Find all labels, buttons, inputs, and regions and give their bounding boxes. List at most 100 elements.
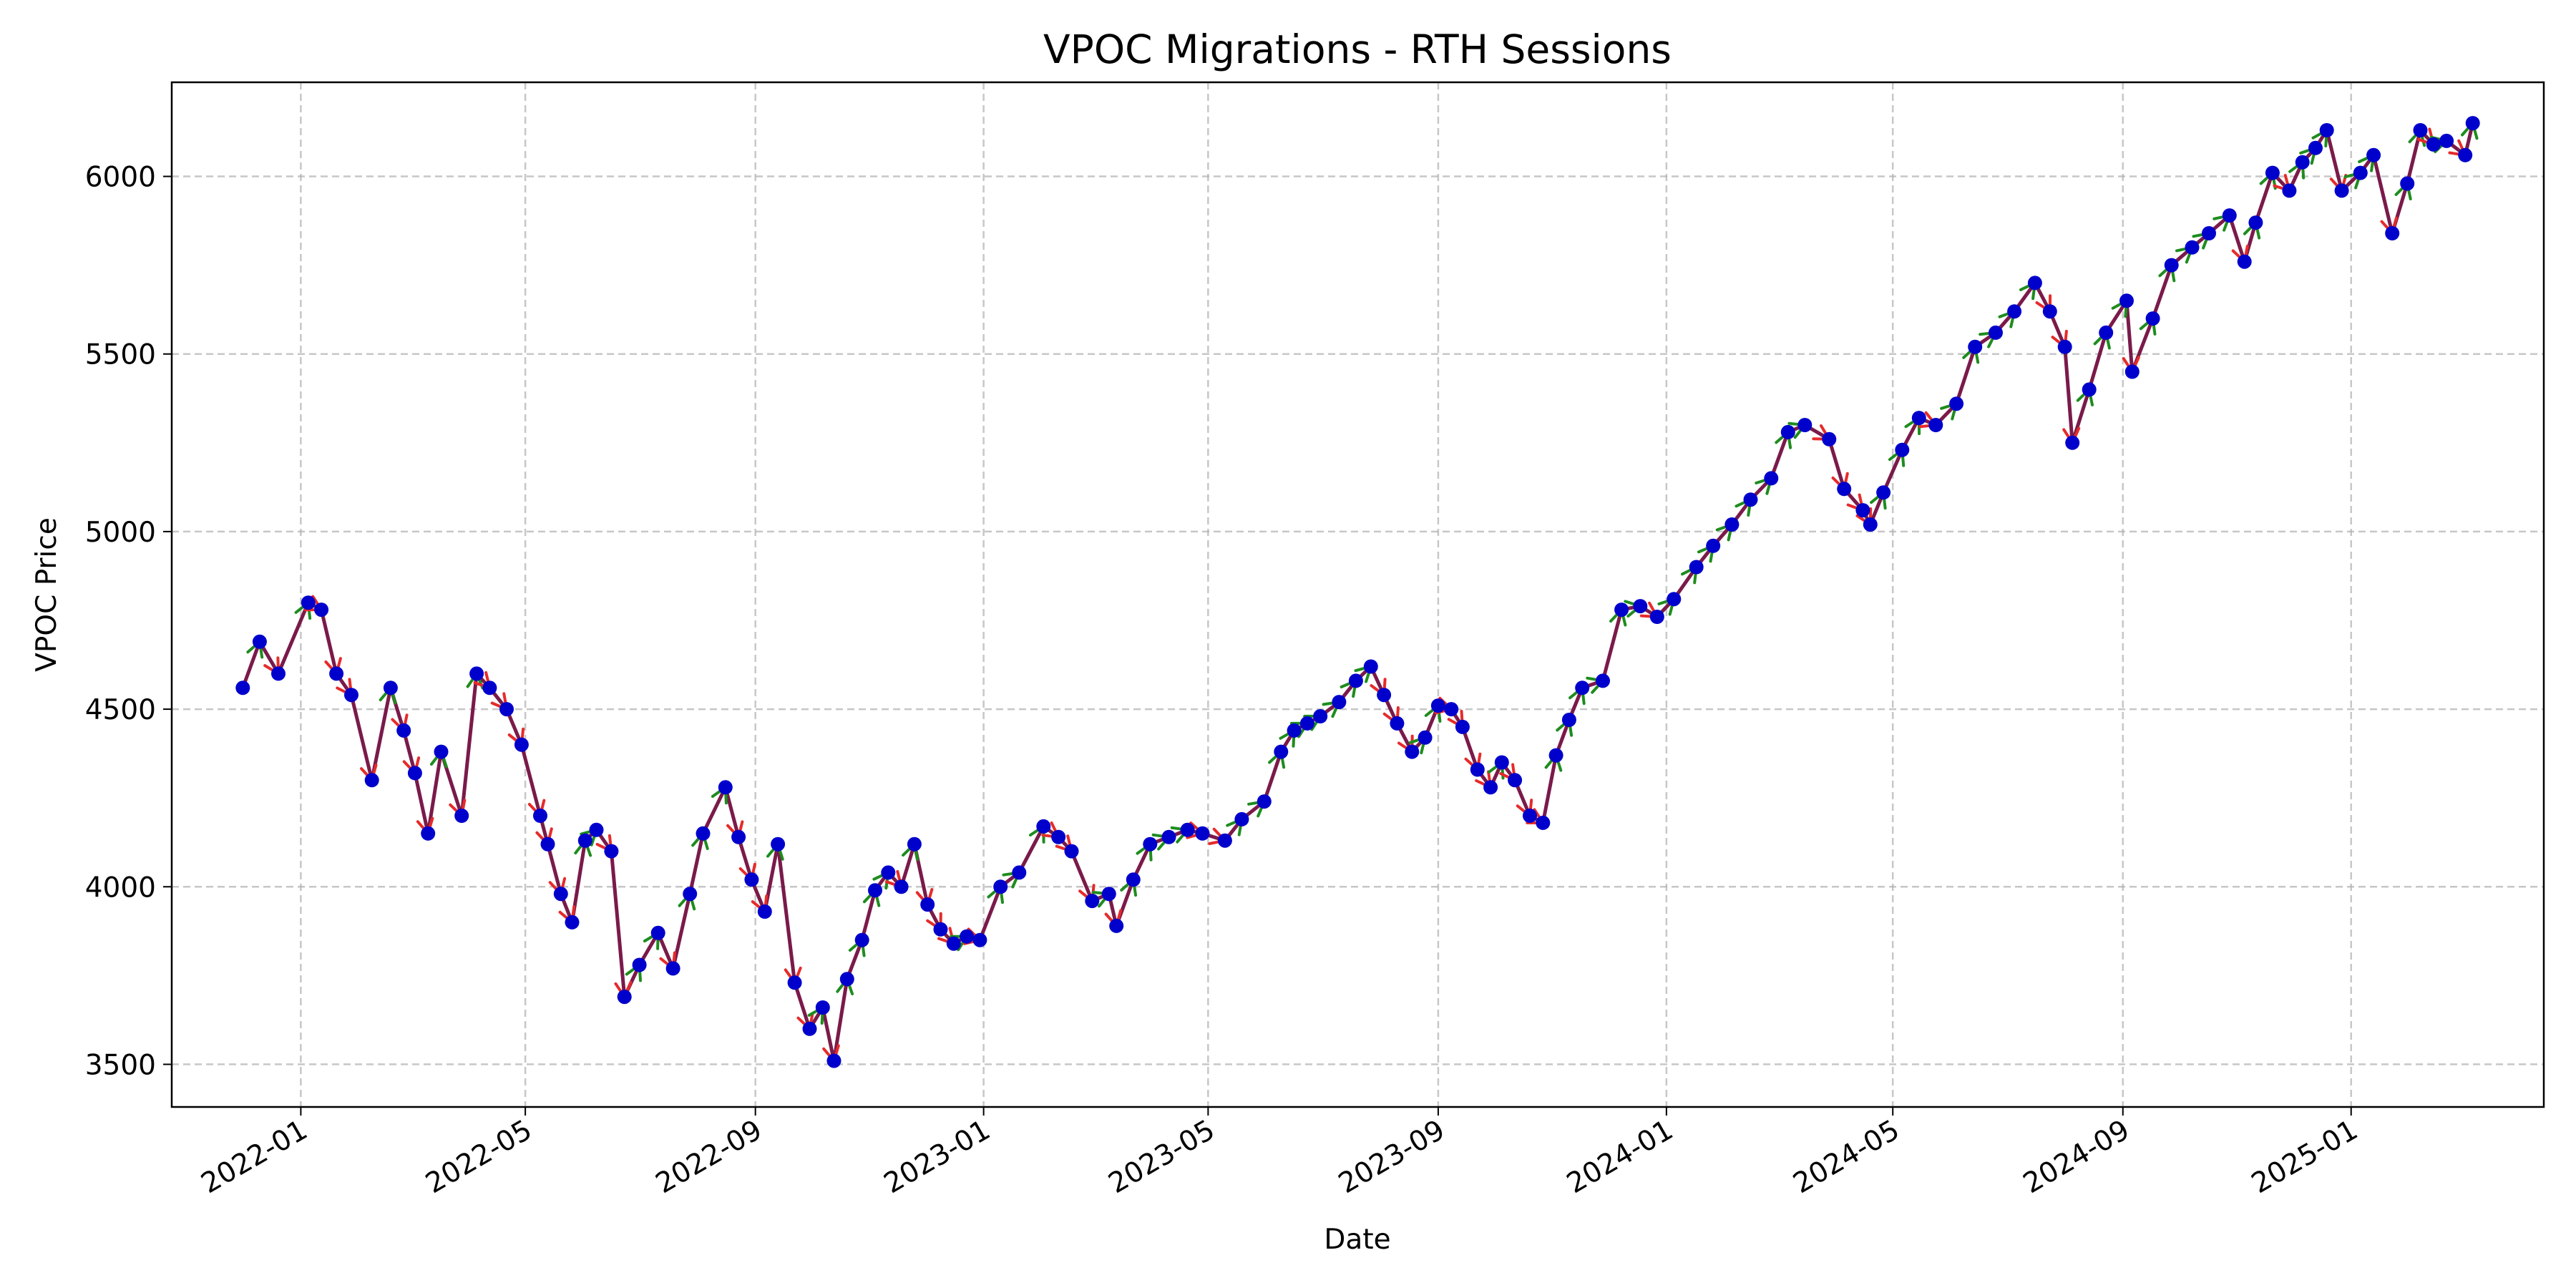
- vpoc-point: [1596, 673, 1610, 688]
- vpoc-point: [946, 936, 961, 951]
- vpoc-point: [1575, 680, 1590, 696]
- vpoc-point: [565, 914, 580, 930]
- vpoc-point: [2099, 325, 2114, 340]
- vpoc-point: [1109, 918, 1124, 933]
- vpoc-point: [533, 809, 547, 823]
- vpoc-point: [802, 1021, 817, 1036]
- vpoc-point: [2295, 155, 2310, 170]
- vpoc-point: [868, 883, 882, 898]
- vpoc-point: [252, 634, 267, 649]
- vpoc-point: [1274, 744, 1289, 759]
- vpoc-point: [826, 1053, 841, 1068]
- vpoc-point: [1036, 819, 1051, 834]
- chart-title: VPOC Migrations - RTH Sessions: [1043, 26, 1672, 72]
- vpoc-point: [2282, 183, 2297, 198]
- vpoc-point: [1390, 716, 1405, 731]
- vpoc-point: [718, 780, 733, 795]
- vpoc-point: [650, 925, 665, 940]
- vpoc-point: [2385, 226, 2400, 240]
- plot-frame: [170, 81, 2545, 1108]
- vpoc-point: [271, 666, 286, 681]
- vpoc-point: [960, 929, 975, 944]
- vpoc-point: [1180, 822, 1195, 837]
- vpoc-point: [1536, 815, 1551, 830]
- vpoc-point: [2042, 304, 2057, 319]
- vpoc-point: [1430, 698, 1445, 713]
- vpoc-point: [1855, 503, 1870, 518]
- vpoc-point: [1195, 826, 1210, 841]
- vpoc-point: [383, 680, 398, 696]
- vpoc-point: [2185, 240, 2200, 255]
- vpoc-point: [1348, 673, 1363, 688]
- vpoc-point: [683, 887, 698, 902]
- vpoc-point: [2164, 258, 2179, 273]
- vpoc-point: [469, 666, 484, 681]
- vpoc-point: [1470, 762, 1485, 777]
- vpoc-point: [1377, 688, 1392, 703]
- vpoc-point: [301, 595, 316, 610]
- vpoc-point: [1706, 538, 1721, 553]
- vpoc-point: [1633, 599, 1648, 614]
- vpoc-point: [1332, 695, 1347, 710]
- vpoc-point: [482, 680, 497, 696]
- vpoc-point: [589, 822, 604, 837]
- vpoc-point: [1299, 716, 1314, 731]
- vpoc-point: [2222, 208, 2237, 223]
- vpoc-point: [1764, 471, 1779, 486]
- vpoc-point: [2366, 147, 2381, 162]
- vpoc-point: [2465, 116, 2480, 131]
- vpoc-point: [2426, 137, 2441, 152]
- y-tick-label: 5000: [85, 517, 156, 549]
- vpoc-point: [757, 904, 772, 919]
- y-axis-label: VPOC Price: [31, 517, 63, 672]
- vpoc-point: [1911, 411, 1926, 426]
- vpoc-point: [344, 688, 358, 703]
- vpoc-point: [577, 833, 592, 848]
- vpoc-point: [1649, 610, 1664, 624]
- vpoc-point: [1863, 517, 1878, 532]
- vpoc-point: [696, 826, 711, 841]
- vpoc-point: [907, 836, 922, 852]
- vpoc-point: [744, 872, 759, 887]
- vpoc-point: [2248, 215, 2263, 230]
- vpoc-point: [540, 836, 555, 852]
- vpoc-point: [314, 602, 329, 618]
- vpoc-point: [1508, 773, 1523, 788]
- vpoc-point: [235, 680, 250, 696]
- vpoc-point: [1444, 702, 1459, 717]
- vpoc-point: [1949, 396, 1964, 411]
- x-axis-label: Date: [1324, 1224, 1390, 1256]
- vpoc-point: [2119, 293, 2134, 308]
- vpoc-point: [1928, 418, 1943, 432]
- vpoc-point: [1217, 833, 1232, 848]
- vpoc-point: [2202, 226, 2216, 240]
- vpoc-point: [2400, 176, 2415, 191]
- vpoc-point: [1523, 809, 1537, 823]
- vpoc-point: [1968, 339, 1983, 354]
- vpoc-point: [1234, 811, 1249, 826]
- vpoc-point: [396, 723, 411, 738]
- vpoc-point: [617, 990, 632, 1005]
- vpoc-point: [920, 897, 935, 912]
- vpoc-point: [499, 702, 514, 717]
- vpoc-point: [454, 809, 469, 823]
- y-tick-label: 5500: [85, 339, 156, 371]
- vpoc-point: [2353, 165, 2368, 180]
- vpoc-point: [1548, 748, 1563, 763]
- vpoc-point: [1837, 482, 1852, 497]
- vpoc-point: [1494, 755, 1509, 770]
- y-tick-label: 6000: [85, 162, 156, 194]
- vpoc-point: [933, 922, 948, 937]
- vpoc-point: [2082, 382, 2097, 397]
- vpoc-point: [2057, 339, 2072, 354]
- vpoc-point: [894, 879, 909, 894]
- vpoc-point: [2413, 123, 2428, 137]
- vpoc-point: [514, 737, 529, 752]
- vpoc-point: [1161, 829, 1176, 844]
- vpoc-point: [2124, 364, 2140, 379]
- vpoc-point: [1363, 659, 1378, 674]
- vpoc-point: [2265, 165, 2280, 180]
- vpoc-point: [434, 744, 449, 759]
- vpoc-point: [553, 887, 568, 902]
